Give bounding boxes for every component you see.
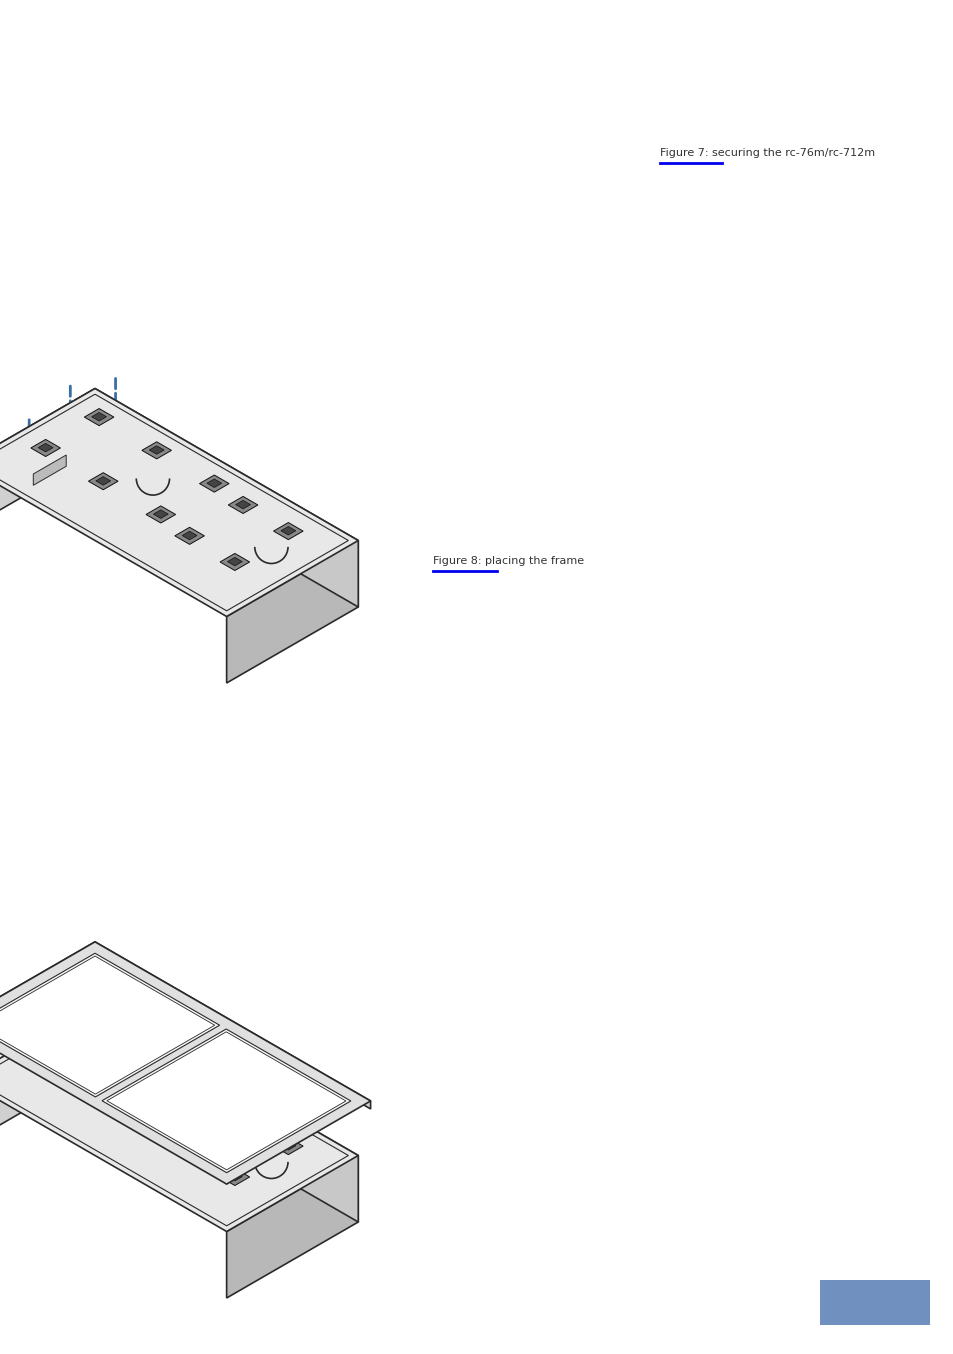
Text: Figure 8: placing the frame: Figure 8: placing the frame [433,556,583,566]
Polygon shape [174,527,204,544]
Polygon shape [0,953,219,1097]
Polygon shape [227,558,242,566]
Polygon shape [207,1094,221,1102]
Polygon shape [146,506,175,523]
Polygon shape [207,479,221,487]
Polygon shape [107,1032,346,1170]
Polygon shape [274,523,303,540]
Polygon shape [0,1003,95,1145]
Polygon shape [89,473,118,490]
Polygon shape [227,1173,242,1181]
Polygon shape [274,1137,303,1155]
Polygon shape [227,540,358,682]
Polygon shape [235,501,251,509]
Polygon shape [89,1087,118,1105]
Polygon shape [153,1125,168,1133]
Polygon shape [149,445,164,455]
Polygon shape [38,443,53,452]
Polygon shape [174,1143,204,1159]
Polygon shape [0,942,95,1033]
Polygon shape [33,455,66,485]
Bar [820,1280,929,1326]
Polygon shape [199,475,229,492]
Polygon shape [95,389,358,607]
Polygon shape [199,1090,229,1108]
Polygon shape [102,1029,351,1173]
Polygon shape [0,956,214,1094]
Polygon shape [146,1121,175,1137]
Polygon shape [84,1024,113,1041]
Polygon shape [153,510,168,519]
Polygon shape [0,942,370,1185]
Polygon shape [280,1141,295,1150]
Polygon shape [95,1091,111,1101]
Polygon shape [91,1028,107,1036]
Polygon shape [30,440,60,456]
Polygon shape [280,527,295,535]
Polygon shape [228,1112,257,1128]
Polygon shape [84,409,113,425]
Text: Figure 7: securing the rc-76m/rc-712m: Figure 7: securing the rc-76m/rc-712m [659,148,874,158]
Polygon shape [220,554,250,570]
Polygon shape [182,531,197,540]
Polygon shape [142,441,172,459]
Polygon shape [0,389,358,616]
Polygon shape [30,1055,60,1071]
Polygon shape [182,1147,197,1155]
Polygon shape [142,1056,172,1074]
Polygon shape [0,389,95,531]
Polygon shape [228,497,257,513]
Polygon shape [38,1059,53,1067]
Polygon shape [235,1116,251,1124]
Polygon shape [149,1060,164,1070]
Polygon shape [95,1003,358,1223]
Polygon shape [227,1155,358,1298]
Polygon shape [95,942,370,1109]
Polygon shape [95,477,111,485]
Polygon shape [91,413,107,421]
Polygon shape [0,1003,358,1232]
Polygon shape [220,1169,250,1186]
